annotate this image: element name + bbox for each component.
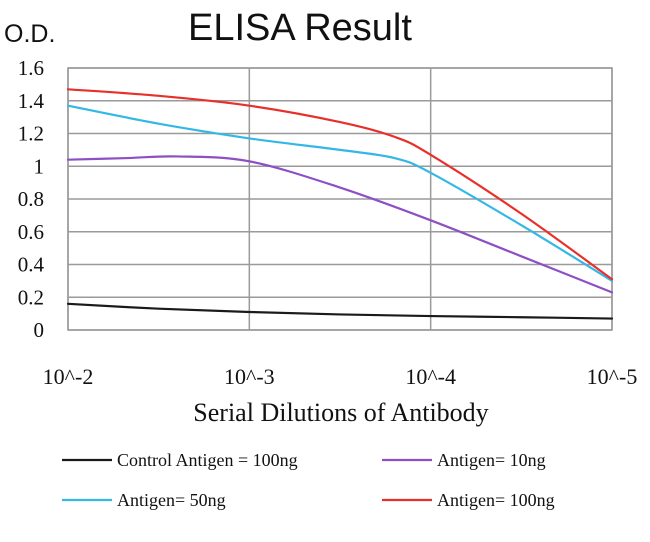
legend-label: Antigen= 50ng <box>117 490 226 510</box>
x-tick-label: 10^-4 <box>405 364 456 389</box>
y-tick-label: 1.6 <box>18 56 44 80</box>
x-tick-labels: 10^-2 10^-3 10^-4 10^-5 <box>43 364 638 389</box>
y-tick-label: 1.4 <box>18 89 45 113</box>
legend: Control Antigen = 100ng Antigen= 10ng Anti… <box>62 450 555 510</box>
x-tick-label: 10^-5 <box>587 364 638 389</box>
series-line <box>66 302 614 320</box>
x-axis-label: Serial Dilutions of Antibody <box>193 398 488 427</box>
series-line <box>66 155 614 294</box>
y-tick-label: 0 <box>34 318 45 342</box>
y-tick-label: 0.4 <box>18 253 45 277</box>
y-tick-label: 0.6 <box>18 220 44 244</box>
x-tick-label: 10^-2 <box>43 364 94 389</box>
legend-label: Control Antigen = 100ng <box>117 450 298 470</box>
legend-label: Antigen= 10ng <box>437 450 546 470</box>
y-tick-label: 1 <box>34 154 45 178</box>
chart-title: ELISA Result <box>188 7 412 49</box>
y-tick-label: 1.2 <box>18 122 44 146</box>
legend-label: Antigen= 100ng <box>437 490 555 510</box>
y-axis-label: O.D. <box>4 20 55 48</box>
series-lines <box>66 88 614 320</box>
y-tick-label: 0.8 <box>18 187 44 211</box>
y-tick-labels: 0 0.2 0.4 0.6 0.8 1 1.2 1.4 1.6 <box>18 56 45 342</box>
x-tick-label: 10^-3 <box>224 364 275 389</box>
series-line <box>66 88 614 281</box>
y-tick-label: 0.2 <box>18 285 44 309</box>
grid <box>67 67 613 331</box>
series-line <box>66 104 614 282</box>
